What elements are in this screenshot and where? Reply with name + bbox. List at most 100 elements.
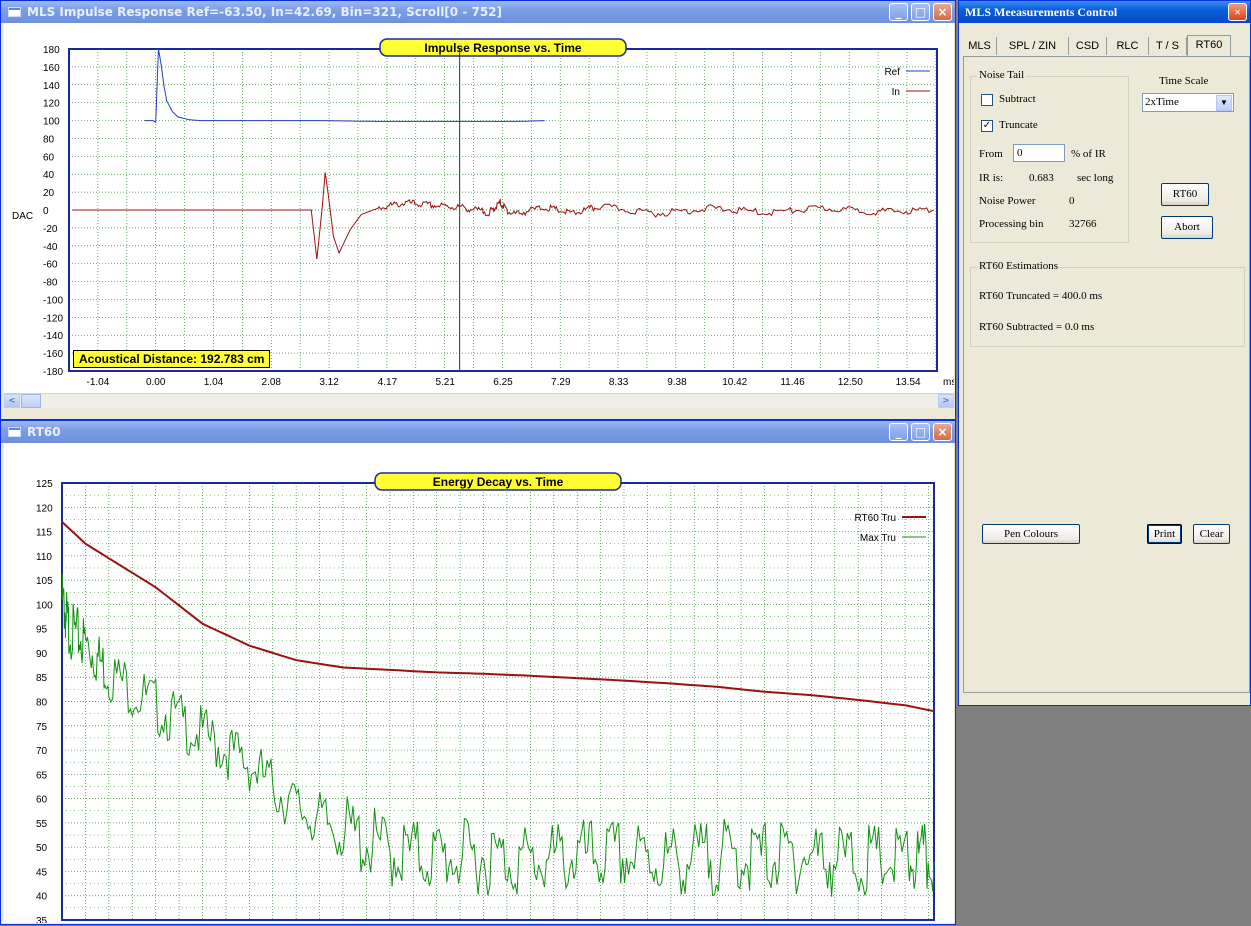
y-tick-label: -40 <box>43 242 58 253</box>
tab-csd[interactable]: CSD <box>1069 37 1107 55</box>
y-tick-label: 125 <box>36 479 53 490</box>
maximize-icon[interactable]: □ <box>911 3 930 21</box>
maximize-icon[interactable]: □ <box>911 423 930 441</box>
y-tick-label: 90 <box>36 649 48 660</box>
x-tick-label: 4.17 <box>378 377 398 388</box>
from-percent-input[interactable]: 0 <box>1013 144 1065 162</box>
chevron-down-icon[interactable]: ▼ <box>1216 95 1232 111</box>
print-button[interactable]: Print <box>1147 524 1182 544</box>
close-icon[interactable]: × <box>933 3 952 21</box>
window-app-icon <box>8 427 21 437</box>
ir-length-label: IR is: <box>979 172 1004 184</box>
close-icon[interactable]: × <box>933 423 952 441</box>
legend-label: Max Tru <box>860 533 896 544</box>
subtract-checkbox[interactable] <box>981 94 993 106</box>
y-tick-label: 40 <box>36 892 48 903</box>
tab-ts[interactable]: T / S <box>1149 37 1187 55</box>
scroll-right-icon[interactable]: > <box>938 394 954 408</box>
truncate-label: Truncate <box>999 119 1038 131</box>
time-scale-label: Time Scale <box>1159 75 1209 87</box>
ir-plot-area: 180 160 140 120 100 80 60 40 20 0 -20 -40 -60 -80 -100… <box>4 23 956 393</box>
minimize-icon[interactable]: _ <box>889 3 908 21</box>
ir-length-value: 0.683 <box>1029 172 1054 184</box>
noise-tail-group: Noise Tail Subtract ✓ Truncate From 0 % … <box>970 69 1129 243</box>
y-tick-label: 70 <box>36 746 48 757</box>
from-unit-label: % of IR <box>1071 148 1106 160</box>
series-line-ref <box>144 48 545 124</box>
mls-control-window: MLS Meeasurements Control × MLS SPL / ZI… <box>958 0 1251 706</box>
y-tick-label: 180 <box>43 45 60 56</box>
y-axis-unit: DAC <box>12 211 33 222</box>
y-tick-label: 115 <box>36 528 52 539</box>
rt60-button[interactable]: RT60 <box>1161 183 1209 206</box>
rt60-tab-pane: Noise Tail Subtract ✓ Truncate From 0 % … <box>963 56 1250 693</box>
rt60-truncated-text: RT60 Truncated = 400.0 ms <box>979 290 1103 302</box>
chart-title-badge <box>379 38 627 57</box>
from-label: From <box>979 148 1003 160</box>
series-line-max-tru <box>61 573 935 897</box>
close-icon[interactable]: × <box>1228 3 1247 21</box>
y-tick-label: 0 <box>43 206 49 217</box>
clear-button[interactable]: Clear <box>1193 524 1230 544</box>
series-line-rt60-tru <box>61 521 935 713</box>
noise-tail-legend: Noise Tail <box>977 69 1027 81</box>
x-tick-label: 6.25 <box>493 377 513 388</box>
scroll-thumb[interactable] <box>21 394 41 408</box>
rt60-window-title: RT60 <box>27 425 61 439</box>
y-tick-label: 50 <box>36 843 48 854</box>
x-tick-label: 13.54 <box>896 377 921 388</box>
legend-label: Ref <box>884 67 900 78</box>
rt60-chart: 125 120 115 110 105 100 95 90 85 80 75 70 65 60 55 50 45… <box>36 472 935 926</box>
time-scale-select[interactable]: 2xTime ▼ <box>1142 93 1234 112</box>
y-tick-label: 105 <box>36 576 53 587</box>
tab-mls[interactable]: MLS <box>963 37 997 55</box>
y-tick-label: 80 <box>36 698 48 709</box>
noise-power-value: 0 <box>1069 195 1075 207</box>
ir-titlebar[interactable]: MLS Impulse Response Ref=-63.50, In=42.6… <box>1 1 955 23</box>
x-tick-label: 8.33 <box>609 377 629 388</box>
control-titlebar[interactable]: MLS Meeasurements Control × <box>959 1 1250 23</box>
chart-title-badge <box>374 472 622 491</box>
series-line-in <box>72 172 934 260</box>
x-tick-label: 12.50 <box>838 377 863 388</box>
ir-horizontal-scrollbar[interactable]: < > <box>4 393 954 408</box>
noise-power-label: Noise Power <box>979 195 1036 207</box>
tab-spl-zin[interactable]: SPL / ZIN <box>997 37 1069 55</box>
y-tick-label: -120 <box>43 313 63 324</box>
y-tick-label: 85 <box>36 673 48 684</box>
rt60-estimations-group: RT60 Estimations RT60 Truncated = 400.0 … <box>970 260 1245 347</box>
window-app-icon <box>8 7 21 17</box>
tab-rlc[interactable]: RLC <box>1107 37 1149 55</box>
rt60-estimations-legend: RT60 Estimations <box>977 260 1061 272</box>
time-scale-value: 2xTime <box>1145 96 1179 108</box>
y-tick-label: -140 <box>43 331 63 342</box>
abort-button[interactable]: Abort <box>1161 216 1213 239</box>
truncate-checkbox[interactable]: ✓ <box>981 120 993 132</box>
ir-chart: 180 160 140 120 100 80 60 40 20 0 -20 -40 -60 -80 -100… <box>12 38 956 388</box>
y-tick-label: 100 <box>36 600 53 611</box>
tab-rt60[interactable]: RT60 <box>1187 35 1231 56</box>
y-tick-label: 65 <box>36 770 48 781</box>
pen-colours-button[interactable]: Pen Colours <box>982 524 1080 544</box>
x-tick-label: 3.12 <box>319 377 339 388</box>
scroll-left-icon[interactable]: < <box>4 394 20 408</box>
y-tick-label: -160 <box>43 349 63 360</box>
rt60-titlebar[interactable]: RT60 _ □ × <box>1 421 955 443</box>
minimize-icon[interactable]: _ <box>889 423 908 441</box>
x-tick-label: 7.29 <box>551 377 571 388</box>
legend-label: In <box>892 87 900 98</box>
x-tick-label: 1.04 <box>204 377 224 388</box>
y-tick-label: 95 <box>36 625 48 636</box>
y-tick-label: 20 <box>43 188 55 199</box>
acoustical-distance-label: Acoustical Distance: 192.783 cm <box>73 350 271 368</box>
y-tick-label: 120 <box>36 503 53 514</box>
rt60-window: RT60 _ □ × 125 120 115 110 105 100 95 90 85 80 75 7… <box>0 420 956 926</box>
x-tick-label: 9.38 <box>667 377 687 388</box>
y-tick-label: 55 <box>36 819 48 830</box>
y-tick-label: 160 <box>43 63 60 74</box>
y-tick-label: 35 <box>36 916 48 923</box>
impulse-response-window: MLS Impulse Response Ref=-63.50, In=42.6… <box>0 0 956 420</box>
rt60-plot-area: 125 120 115 110 105 100 95 90 85 80 75 70 65 60 55 50 45… <box>4 443 954 926</box>
y-tick-label: 100 <box>43 117 60 128</box>
y-tick-label: -180 <box>43 367 63 378</box>
